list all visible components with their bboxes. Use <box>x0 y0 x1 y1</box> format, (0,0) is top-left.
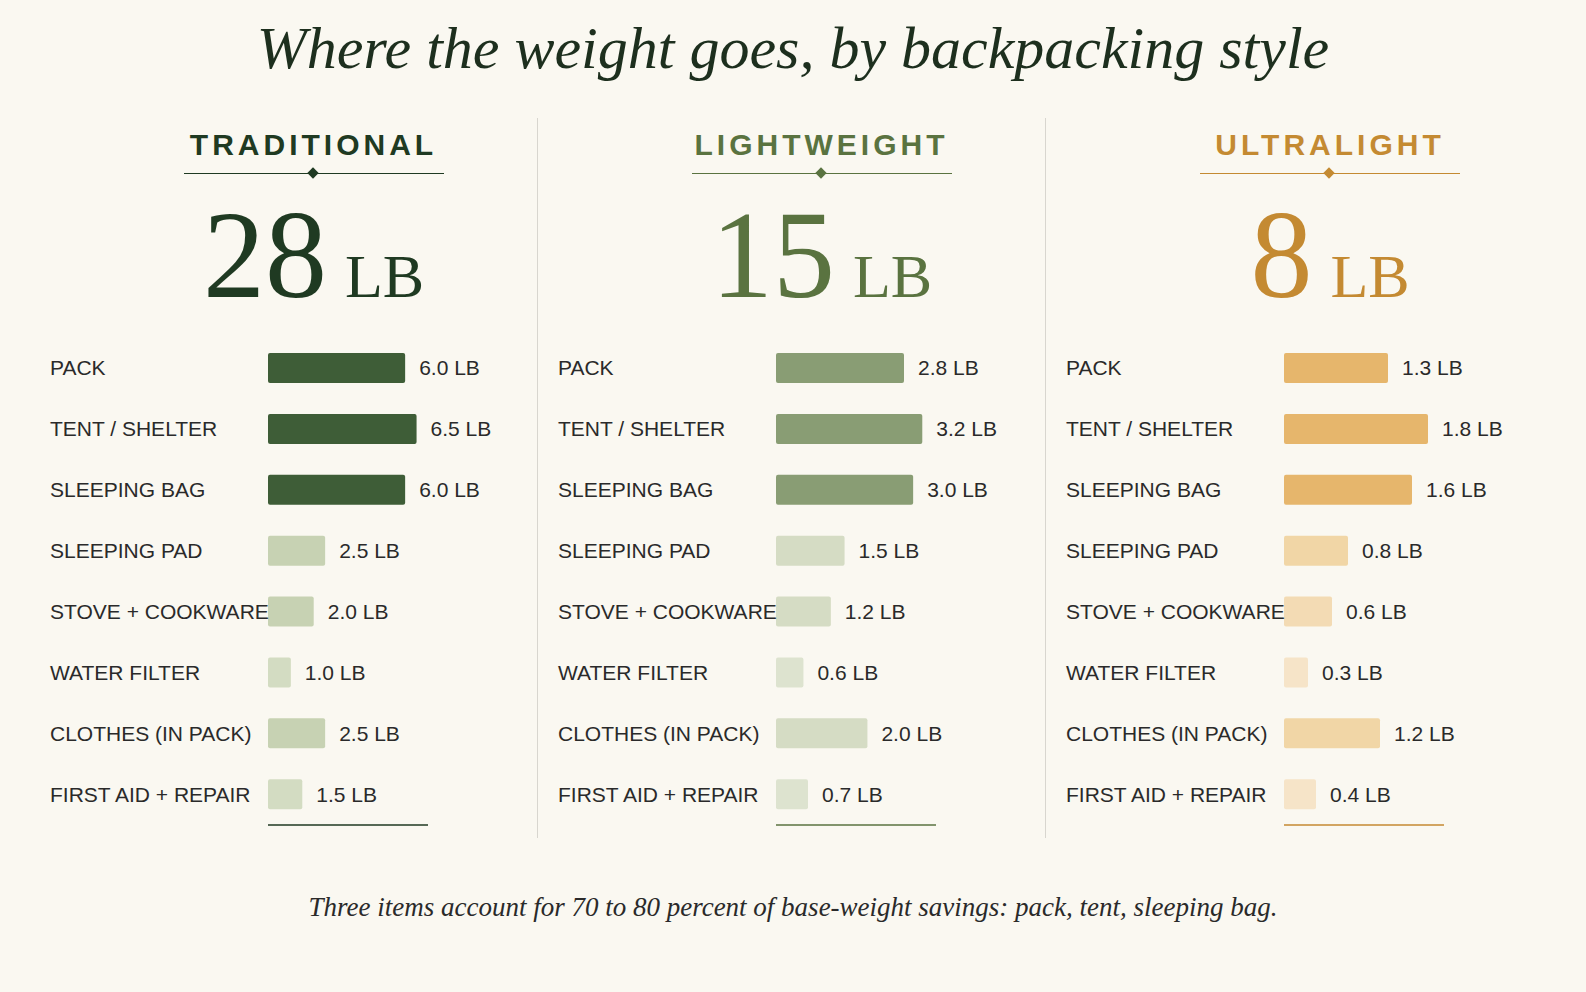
svg-text:STOVE + COOKWARE: STOVE + COOKWARE <box>1066 600 1285 623</box>
html-text:ULTRALIGHT: ULTRALIGHT <box>1215 128 1445 161</box>
svg-text:SLEEPING BAG: SLEEPING BAG <box>50 478 205 501</box>
svg-text:0.3 LB: 0.3 LB <box>1322 661 1383 684</box>
svg-text:1.6 LB: 1.6 LB <box>1426 478 1487 501</box>
svg-text:1.5 LB: 1.5 LB <box>316 783 377 806</box>
html-text:LB: LB <box>852 242 933 310</box>
svg-text:CLOTHES (IN PACK): CLOTHES (IN PACK) <box>50 722 251 745</box>
svg-text:3.2 LB: 3.2 LB <box>936 417 997 440</box>
svg-text:SLEEPING BAG: SLEEPING BAG <box>1066 478 1221 501</box>
svg-text:SLEEPING PAD: SLEEPING PAD <box>1066 539 1219 562</box>
svg-text:0.8 LB: 0.8 LB <box>1362 539 1423 562</box>
html-text:LIGHTWEIGHT: LIGHTWEIGHT <box>694 128 949 161</box>
svg-text:1.5 LB: 1.5 LB <box>859 539 920 562</box>
svg-text:STOVE + COOKWARE: STOVE + COOKWARE <box>50 600 269 623</box>
svg-text:PACK: PACK <box>50 356 106 379</box>
svg-text:PACK: PACK <box>1066 356 1122 379</box>
html-text:15: 15 <box>710 187 835 324</box>
svg-text:1.8 LB: 1.8 LB <box>1442 417 1503 440</box>
svg-text:TENT / SHELTER: TENT / SHELTER <box>558 417 725 440</box>
svg-text:3.0 LB: 3.0 LB <box>927 478 988 501</box>
svg-text:TENT / SHELTER: TENT / SHELTER <box>50 417 217 440</box>
html-text:Where the weight goes, by back: Where the weight goes, by backpacking st… <box>256 15 1330 81</box>
svg-text:SLEEPING PAD: SLEEPING PAD <box>50 539 203 562</box>
svg-text:SLEEPING PAD: SLEEPING PAD <box>558 539 711 562</box>
svg-text:6.0 LB: 6.0 LB <box>419 356 480 379</box>
html-text:Three items account for 70 to: Three items account for 70 to 80 percent… <box>308 892 1278 922</box>
svg-text:WATER FILTER: WATER FILTER <box>558 661 708 684</box>
svg-text:SLEEPING BAG: SLEEPING BAG <box>558 478 713 501</box>
svg-text:CLOTHES (IN PACK): CLOTHES (IN PACK) <box>558 722 759 745</box>
svg-text:0.6 LB: 0.6 LB <box>817 661 878 684</box>
svg-text:WATER FILTER: WATER FILTER <box>50 661 200 684</box>
svg-text:0.6 LB: 0.6 LB <box>1346 600 1407 623</box>
svg-text:6.0 LB: 6.0 LB <box>419 478 480 501</box>
svg-text:STOVE + COOKWARE: STOVE + COOKWARE <box>558 600 777 623</box>
svg-text:1.2 LB: 1.2 LB <box>1394 722 1455 745</box>
svg-text:1.0 LB: 1.0 LB <box>305 661 366 684</box>
svg-text:1.3 LB: 1.3 LB <box>1402 356 1463 379</box>
svg-text:6.5 LB: 6.5 LB <box>431 417 492 440</box>
svg-text:CLOTHES (IN PACK): CLOTHES (IN PACK) <box>1066 722 1267 745</box>
svg-text:FIRST AID + REPAIR: FIRST AID + REPAIR <box>1066 783 1267 806</box>
svg-text:2.0 LB: 2.0 LB <box>328 600 389 623</box>
html-text:TRADITIONAL: TRADITIONAL <box>189 128 438 161</box>
html-text:8: 8 <box>1250 187 1313 324</box>
svg-text:2.0 LB: 2.0 LB <box>881 722 942 745</box>
svg-text:0.4 LB: 0.4 LB <box>1330 783 1391 806</box>
svg-text:0.7 LB: 0.7 LB <box>822 783 883 806</box>
svg-text:2.8 LB: 2.8 LB <box>918 356 979 379</box>
svg-text:2.5 LB: 2.5 LB <box>339 539 400 562</box>
svg-text:2.5 LB: 2.5 LB <box>339 722 400 745</box>
svg-text:PACK: PACK <box>558 356 614 379</box>
html-text:LB: LB <box>1330 242 1410 310</box>
svg-text:FIRST AID + REPAIR: FIRST AID + REPAIR <box>50 783 251 806</box>
html-text:LB: LB <box>344 242 425 310</box>
svg-text:FIRST AID + REPAIR: FIRST AID + REPAIR <box>558 783 759 806</box>
svg-text:TENT / SHELTER: TENT / SHELTER <box>1066 417 1233 440</box>
svg-text:WATER FILTER: WATER FILTER <box>1066 661 1216 684</box>
svg-text:1.2 LB: 1.2 LB <box>845 600 906 623</box>
html-text:28: 28 <box>202 187 327 324</box>
